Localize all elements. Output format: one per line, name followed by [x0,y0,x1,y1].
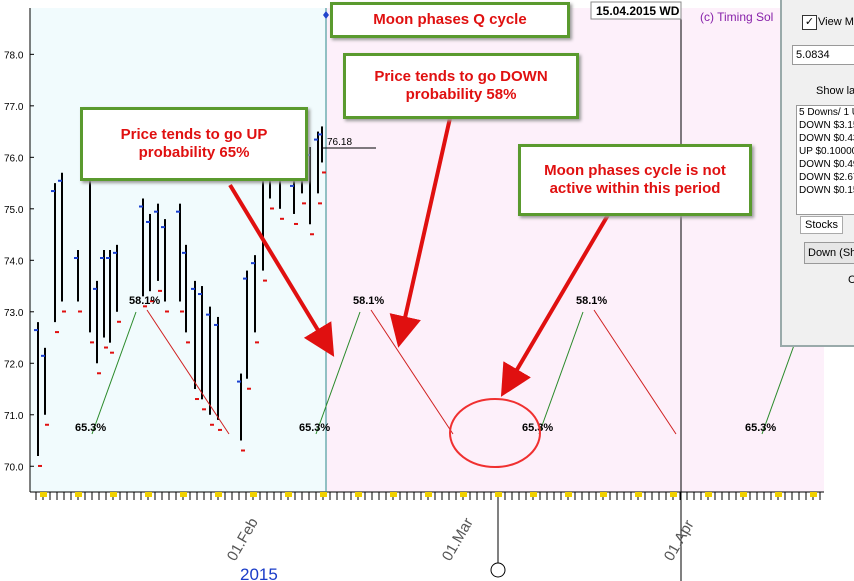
button[interactable]: C [848,274,854,286]
checkbox-label: View Mo [818,16,854,28]
week-marker [285,492,292,497]
list-item: DOWN $0.15 [799,185,854,196]
y-tick-label: 76.0 [4,153,24,164]
input[interactable]: 5.0834 [792,45,854,65]
base-label: 65.3% [745,422,776,434]
week-marker [320,492,327,497]
x-tick-label: 01.Feb [224,515,262,564]
week-marker [670,492,677,497]
list-item: DOWN $3.15 [799,120,854,131]
y-tick-label: 71.0 [4,411,24,422]
week-marker [75,492,82,497]
up-projection [91,311,137,435]
base-label: 65.3% [522,422,553,434]
side-panel: ✓ View Mo 5.0834 Show la 5 Downs/ 1 U DOW… [780,0,854,347]
week-marker [425,492,432,497]
tab[interactable]: Stocks [800,216,844,234]
week-marker [565,492,572,497]
up-label: 58.1% [129,295,160,307]
y-tick-label: 77.0 [4,102,24,113]
base-label: 65.3% [299,422,330,434]
x-tick-label: 01.Mar [439,515,477,564]
y-tick-label: 75.0 [4,205,24,216]
down-projection [593,309,677,435]
year-label: 2015 [240,565,278,581]
up-label: 58.1% [576,295,607,307]
y-tick-label: 78.0 [4,50,24,61]
week-marker [355,492,362,497]
y-tick-label: 72.0 [4,359,24,370]
highlight-circle [449,398,541,468]
y-tick-label: 73.0 [4,308,24,319]
list-item: DOWN $2.67 [799,172,854,183]
dropdown[interactable]: Down (Sho [804,242,854,264]
down-projection [146,309,230,435]
callout: Moon phases cycle is not active within t… [518,144,752,216]
zone-active [30,8,326,492]
list[interactable]: 5 Downs/ 1 U DOWN $3.15 DOWN $0.43 UP $0.10… [796,105,854,215]
up-projection [538,311,584,435]
down-projection [370,309,454,435]
week-marker [600,492,607,497]
week-marker [775,492,782,497]
week-marker [110,492,117,497]
list-item: DOWN $0.49 [799,159,854,170]
list-item: DOWN $0.43 [799,133,854,144]
list-item: UP $0.10000 [799,146,854,157]
up-projection [315,311,361,435]
week-marker [390,492,397,497]
week-marker [40,492,47,497]
cursor-marker [490,562,506,578]
base-label: 65.3% [75,422,106,434]
week-marker [740,492,747,497]
week-marker [215,492,222,497]
copyright: (c) Timing Sol [700,10,773,24]
show-label: Show la [816,85,854,97]
week-marker [495,492,502,497]
callout: Price tends to go UP probability 65% [80,107,308,181]
week-marker [250,492,257,497]
x-tick-label: 01.Apr [661,517,698,564]
callout: Moon phases Q cycle [330,2,570,38]
week-marker [145,492,152,497]
date-text: 15.04.2015 WD [596,4,680,18]
week-marker [460,492,467,497]
week-marker [705,492,712,497]
y-tick-label: 70.0 [4,462,24,473]
last-price-label: 76.18 [327,137,352,148]
date-box [590,1,682,20]
checkbox[interactable]: ✓ [802,15,817,30]
list-item: 5 Downs/ 1 U [799,107,854,118]
callout: Price tends to go DOWN probability 58% [343,53,579,119]
marker [323,11,329,19]
week-marker [530,492,537,497]
week-marker [635,492,642,497]
up-label: 58.1% [353,295,384,307]
week-marker [180,492,187,497]
week-marker [810,492,817,497]
y-tick-label: 74.0 [4,256,24,267]
callout-arrows [228,117,610,397]
